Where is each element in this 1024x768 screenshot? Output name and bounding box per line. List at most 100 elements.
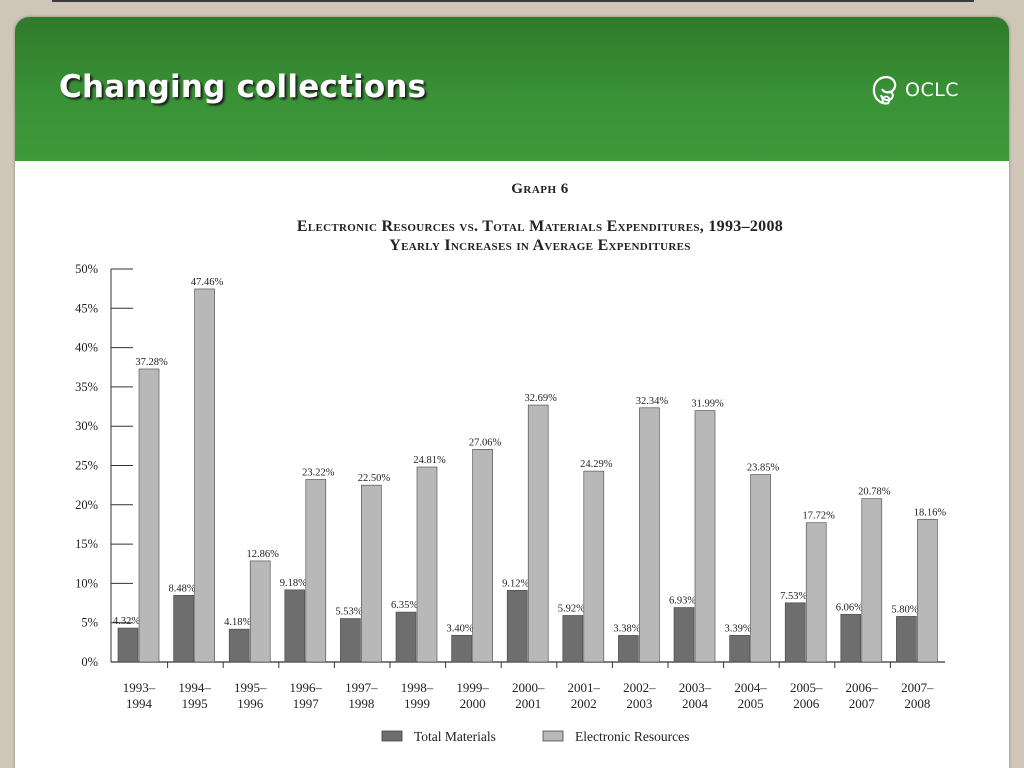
y-tick-label: 50% <box>75 262 98 276</box>
x-tick-label: 2002 <box>571 696 597 711</box>
x-tick-label: 2005– <box>790 680 823 695</box>
data-label: 7.53% <box>780 591 807 602</box>
bar-total-materials <box>562 615 584 663</box>
data-label: 5.80% <box>891 604 918 615</box>
x-tick-label: 2007 <box>849 696 876 711</box>
bar-total-materials <box>395 611 417 663</box>
bar-electronic-resources <box>861 498 883 663</box>
x-tick-label: 1996 <box>237 696 264 711</box>
logo-text: OCLC <box>905 79 960 101</box>
x-tick-label: 1997– <box>345 680 378 695</box>
x-tick-label: 1994– <box>178 680 211 695</box>
bar-electronic-resources <box>194 288 215 663</box>
bar-total-materials <box>840 614 862 663</box>
y-tick-label: 5% <box>81 616 98 630</box>
x-tick-label: 2004– <box>734 680 767 695</box>
y-tick-label: 45% <box>75 301 98 315</box>
data-label: 23.22% <box>302 467 335 478</box>
bar-electronic-resources <box>305 479 327 663</box>
data-label: 8.48% <box>169 583 196 594</box>
data-label: 3.38% <box>613 623 640 634</box>
bar-electronic-resources <box>249 560 271 663</box>
x-tick-label: 1999 <box>404 696 430 711</box>
y-tick-label: 35% <box>75 380 98 394</box>
data-label: 5.92% <box>558 603 585 614</box>
legend-label: Total Materials <box>414 729 496 744</box>
x-tick-label: 1995– <box>234 680 267 695</box>
chart-subtitle: Yearly Increases in Average Expenditures <box>389 237 691 254</box>
x-tick-label: 2007– <box>901 680 934 695</box>
bar-electronic-resources <box>416 466 438 663</box>
chart-area: Graph 6 Electronic Resources vs. Total M… <box>15 161 1009 768</box>
data-label: 20.78% <box>858 487 891 498</box>
x-tick-label: 2001– <box>568 680 601 695</box>
bar-electronic-resources <box>750 474 771 663</box>
data-label: 27.06% <box>469 437 502 448</box>
y-tick-label: 30% <box>75 419 98 433</box>
bar-chart: 0% 5% 10% 15% 20% 25% 30% 35% 40% 45% 50% 4.32% 37.2… <box>75 262 947 744</box>
x-tick-label: 2008 <box>904 696 930 711</box>
data-label: 5.53% <box>335 607 362 618</box>
data-label: 4.18% <box>224 617 251 628</box>
y-tick-label: 25% <box>75 459 98 473</box>
x-tick-label: 2003 <box>626 696 652 711</box>
y-tick-label: 15% <box>75 537 98 551</box>
bar-electronic-resources <box>583 470 605 663</box>
chart-title-line: Electronic Resources vs. Total Materials… <box>296 218 784 235</box>
x-tick-label: 2002– <box>623 680 656 695</box>
data-label: 31.99% <box>691 399 724 410</box>
bar-total-materials <box>618 635 639 663</box>
x-tick-label: 1999– <box>456 680 489 695</box>
data-label: 9.18% <box>280 578 307 589</box>
slide-header: Changing collections OCLC <box>15 17 1009 161</box>
data-label: 32.69% <box>525 393 558 404</box>
data-label: 18.16% <box>914 507 947 518</box>
bar-total-materials <box>340 618 361 663</box>
bar-total-materials <box>896 616 917 663</box>
data-label: 6.35% <box>391 600 418 611</box>
data-label: 37.28% <box>135 357 168 368</box>
bar-electronic-resources <box>639 407 660 663</box>
legend-swatch <box>542 730 564 742</box>
legend-label: Electronic Resources <box>575 729 689 744</box>
data-label: 12.86% <box>247 549 280 560</box>
bar-total-materials <box>673 607 695 663</box>
y-tick-label: 40% <box>75 341 98 355</box>
x-tick-label: 2006– <box>846 680 879 695</box>
y-tick-label: 10% <box>75 576 98 590</box>
data-label: 17.72% <box>803 511 836 522</box>
data-label: 32.34% <box>636 396 669 407</box>
bar-total-materials <box>451 634 472 663</box>
bar-total-materials <box>117 627 139 663</box>
slide-title: Changing collections <box>59 69 427 105</box>
data-label: 3.39% <box>725 623 752 634</box>
oclc-swirl-icon <box>872 75 897 105</box>
data-label: 24.29% <box>580 459 613 470</box>
data-label: 24.81% <box>413 455 446 466</box>
x-tick-label: 2005 <box>738 696 764 711</box>
x-tick-label: 2003– <box>679 680 712 695</box>
data-label: 4.32% <box>113 616 140 627</box>
bar-total-materials <box>173 595 194 663</box>
data-label: 6.93% <box>669 596 696 607</box>
x-tick-label: 2000– <box>512 680 545 695</box>
x-tick-label: 1994 <box>126 696 153 711</box>
legend-swatch <box>381 730 403 742</box>
top-rule <box>52 0 974 2</box>
data-label: 3.40% <box>447 623 474 634</box>
bar-electronic-resources <box>917 518 938 663</box>
x-tick-label: 2001 <box>515 696 541 711</box>
x-tick-label: 1996– <box>290 680 323 695</box>
bar-electronic-resources <box>694 410 716 663</box>
chart-title: Electronic Resources vs. Total Materials… <box>15 217 1009 255</box>
bar-electronic-resources <box>805 522 827 663</box>
bar-electronic-resources <box>361 484 382 663</box>
bar-electronic-resources <box>138 368 160 663</box>
data-label: 6.06% <box>836 602 863 613</box>
bar-electronic-resources <box>527 404 549 663</box>
x-tick-label: 1993– <box>123 680 156 695</box>
y-tick-label: 20% <box>75 498 98 512</box>
data-label: 23.85% <box>747 463 780 474</box>
y-tick-label: 0% <box>81 655 98 669</box>
data-label: 9.12% <box>502 578 529 589</box>
